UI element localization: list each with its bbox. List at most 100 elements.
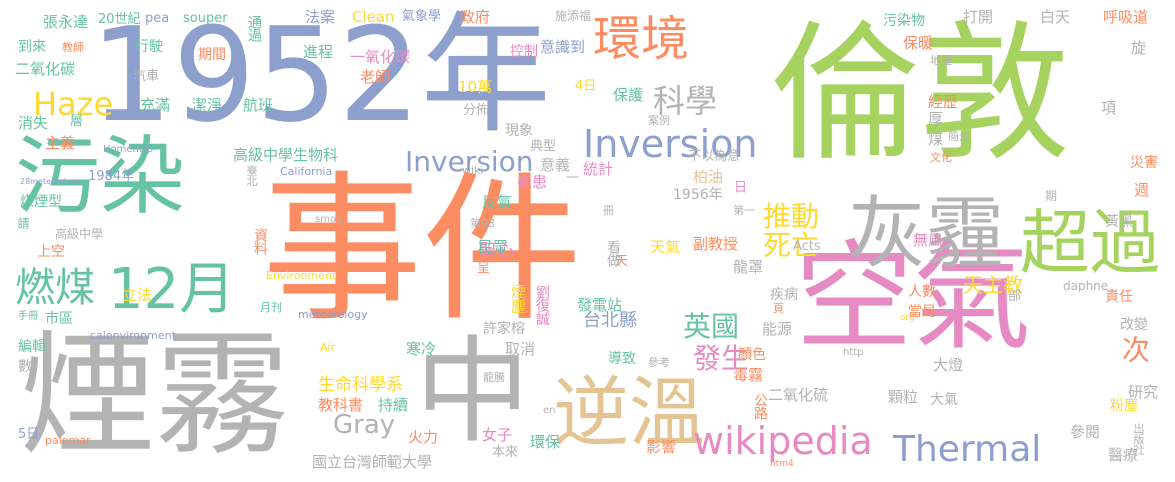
word-cjk-126: 手冊: [18, 311, 38, 322]
word-cjk-142: 數: [18, 359, 32, 375]
word-cjk-30: 張永達: [43, 13, 89, 31]
word-cjk-20: 英國: [683, 310, 740, 343]
word-cjk-106: 天氣: [650, 238, 681, 256]
word-cjk-94: 冊: [603, 204, 614, 217]
word-cjk-117: 當局: [908, 304, 936, 320]
word-homehttp-77: Homehttp: [103, 144, 154, 155]
word-cjk-101: 請: [16, 217, 30, 229]
word-cjk-129: 月刊: [260, 301, 282, 314]
word-cjk-125: 頁: [773, 302, 784, 315]
word-gray-22: Gray: [333, 410, 396, 440]
word-cjk-113: 部: [1008, 289, 1022, 304]
word-cjk-24: 天主教: [963, 273, 1023, 297]
word-cjk-98: 第一: [733, 204, 755, 217]
word-cjk-50: 控制: [510, 44, 538, 60]
word-4-62: 4日: [575, 79, 597, 94]
word-cjk-81: 文化: [930, 151, 952, 164]
word-cjk-63: 分佈: [463, 103, 490, 118]
word-1956-97: 1956年: [673, 187, 723, 203]
word-cjk-116: 人數: [908, 284, 936, 300]
word-cjk-78: 統計: [583, 160, 614, 178]
word-haze-16: Haze: [33, 85, 114, 123]
word-cjk-123: 疾病: [770, 287, 798, 303]
word-pea-32: pea: [145, 11, 170, 26]
word-wiki-86: wiki: [462, 164, 484, 177]
word-cjk-154: 公路: [752, 393, 768, 420]
word-cjk-134: 改變: [1120, 317, 1148, 333]
word-clean-36: Clean: [352, 8, 395, 26]
word-cjk-145: 大燈: [933, 356, 964, 374]
word-inversion-27: Inversion: [405, 145, 534, 178]
word-cjk-152: 持續: [378, 396, 409, 414]
word-cjk-29: 生命科學系: [318, 375, 403, 395]
word-cjk-167: 醫療: [1108, 446, 1139, 464]
word-cjk-69: 厚: [928, 110, 944, 128]
word-inversion-14: Inversion: [583, 122, 758, 166]
word-cjk-44: 到來: [18, 39, 46, 55]
word-cjk-42: 白天: [1040, 8, 1071, 26]
word-cjk-120: 煙塵: [509, 284, 527, 313]
word-cjk-139: 導致: [608, 351, 636, 367]
word-cjk-55: 汽車: [133, 69, 160, 84]
word-cjk-144: 毒霧: [733, 366, 764, 384]
word-cjk-164: 國立台灣師範大學: [312, 453, 433, 471]
word-wikipedia-13: wikipedia: [693, 419, 873, 463]
word-cjk-109: 看做: [605, 240, 621, 267]
word-cjk-90: 反氣: [482, 193, 513, 211]
word-cjk-26: 聖心: [478, 241, 514, 262]
word-cjk-103: 高級中學: [55, 227, 104, 241]
word-20-31: 20世紀: [98, 12, 141, 27]
word-http-141: http: [843, 347, 864, 358]
word-cjk-75: 簡介: [948, 130, 970, 143]
word-cjk-47: 期間: [198, 47, 226, 63]
word-cjk-80: 災害: [1130, 155, 1158, 171]
word-cjk-56: 老師: [360, 68, 391, 86]
word-1952-2: 1952年: [90, 0, 551, 151]
word-cjk-124: 發電站: [577, 296, 623, 314]
word-cjk-9: 超過: [1020, 202, 1160, 284]
word-cjk-4: 煙霧: [20, 317, 290, 474]
word-cjk-105: 資料: [252, 228, 268, 255]
word-cjk-49: 一氧化碳: [350, 48, 411, 66]
word-htm4-166: htm4: [770, 459, 794, 469]
word-cjk-23: 次: [1118, 335, 1151, 362]
word-cjk-130: 許家榕: [483, 321, 525, 337]
word-cjk-72: 意義: [540, 156, 571, 174]
word-12-11: 12月: [108, 257, 236, 322]
word-california-88: California: [280, 165, 333, 178]
word-cjk-96: 日: [731, 180, 746, 193]
word-cjk-121: 責任: [1105, 289, 1133, 305]
word-cjk-6: 污染: [15, 128, 186, 227]
word-cjk-66: 經歷: [928, 93, 959, 111]
word-cjk-54: 二氧化碳: [15, 60, 76, 78]
word-10-61: 10萬: [458, 78, 493, 96]
word-cjk-163: 影響: [646, 438, 677, 456]
word-org-133: org: [900, 313, 915, 323]
word-cjk-51: 意識到: [540, 38, 586, 56]
word-en-158: en: [543, 405, 556, 416]
word-cjk-34: 通過: [246, 15, 262, 42]
word-cjk-148: 二氧化硫: [768, 386, 829, 404]
word-cjk-0: 事件: [262, 156, 583, 343]
word-cjk-41: 打開: [963, 8, 994, 26]
word-cjk-143: 顏色: [738, 347, 766, 363]
word-cjk-39: 政府: [460, 8, 491, 26]
word-cjk-7: 逆溫: [553, 368, 705, 457]
word-daphne-112: daphne: [1063, 279, 1109, 293]
word-cjk-10: 環境: [593, 11, 690, 67]
word-cjk-21: 發生: [693, 342, 750, 375]
word-cjk-8: 灰霾: [848, 189, 1005, 279]
word-souper-33: souper: [183, 11, 228, 26]
word-cjk-38: 施添福: [555, 9, 592, 23]
word-cjk-35: 法案: [305, 8, 336, 26]
word-cjk-140: 參考: [648, 356, 670, 369]
word-cjk-12: 燃煤: [15, 265, 95, 311]
word-cjk-92: 期: [1045, 189, 1058, 203]
word-cjk-100: 無風: [913, 231, 944, 249]
word-cjk-48: 進程: [303, 43, 334, 61]
word-cjk-162: 環保: [530, 433, 561, 451]
word-cjk-138: 寒冷: [406, 340, 437, 358]
word-cjk-151: 粉塵: [1110, 398, 1138, 414]
word-cjk-58: 充滿: [140, 96, 171, 114]
